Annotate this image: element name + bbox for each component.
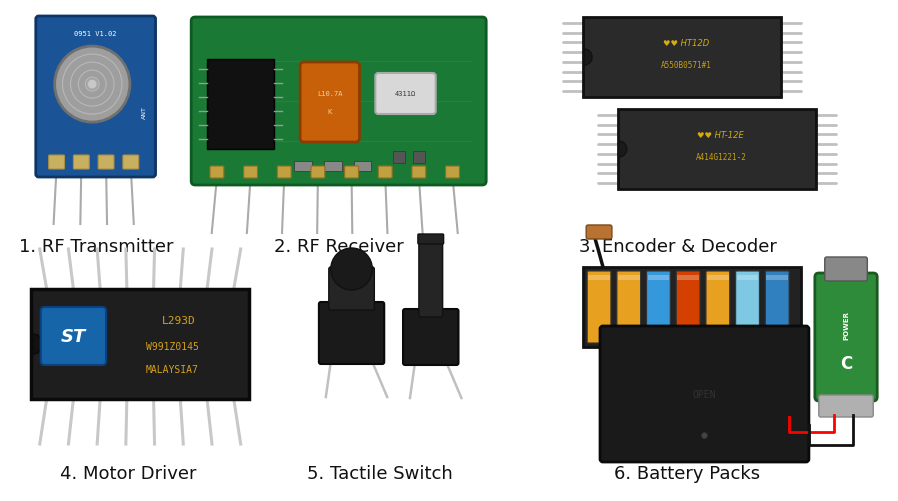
Circle shape bbox=[87, 80, 97, 90]
FancyBboxPatch shape bbox=[300, 63, 359, 143]
Bar bbox=[413, 152, 425, 164]
FancyBboxPatch shape bbox=[418, 239, 443, 317]
FancyBboxPatch shape bbox=[31, 290, 249, 399]
FancyBboxPatch shape bbox=[824, 258, 867, 282]
FancyBboxPatch shape bbox=[418, 234, 444, 244]
Text: L10.7A: L10.7A bbox=[317, 91, 342, 97]
FancyBboxPatch shape bbox=[403, 310, 459, 365]
Bar bbox=[207, 60, 275, 150]
Text: 1. RF Transmitter: 1. RF Transmitter bbox=[19, 237, 173, 256]
Text: POWER: POWER bbox=[843, 311, 849, 340]
FancyBboxPatch shape bbox=[243, 167, 258, 179]
Wedge shape bbox=[33, 334, 43, 354]
FancyBboxPatch shape bbox=[36, 17, 155, 178]
FancyBboxPatch shape bbox=[583, 18, 781, 98]
FancyBboxPatch shape bbox=[412, 167, 426, 179]
Bar bbox=[618, 276, 639, 281]
FancyBboxPatch shape bbox=[40, 308, 106, 365]
Text: 4311Ω: 4311Ω bbox=[395, 91, 416, 97]
FancyBboxPatch shape bbox=[600, 326, 809, 462]
FancyBboxPatch shape bbox=[618, 110, 816, 189]
FancyBboxPatch shape bbox=[48, 156, 65, 170]
FancyBboxPatch shape bbox=[445, 167, 460, 179]
FancyBboxPatch shape bbox=[765, 272, 789, 343]
Text: A414G1221-2: A414G1221-2 bbox=[695, 153, 746, 162]
Text: OPEN: OPEN bbox=[692, 389, 717, 399]
FancyBboxPatch shape bbox=[819, 395, 873, 417]
Text: 3. Encoder & Decoder: 3. Encoder & Decoder bbox=[579, 237, 777, 256]
Wedge shape bbox=[585, 50, 592, 66]
Text: MALAYSIA7: MALAYSIA7 bbox=[146, 365, 198, 375]
Bar bbox=[766, 276, 788, 281]
Text: 5. Tactile Switch: 5. Tactile Switch bbox=[307, 464, 453, 482]
Text: ♥♥ HT-12E: ♥♥ HT-12E bbox=[698, 131, 744, 140]
Text: 2. RF Receiver: 2. RF Receiver bbox=[274, 237, 403, 256]
FancyBboxPatch shape bbox=[735, 272, 760, 343]
Text: 0951 V1.02: 0951 V1.02 bbox=[75, 31, 117, 37]
Bar bbox=[295, 162, 312, 172]
Text: 6. Battery Packs: 6. Battery Packs bbox=[614, 464, 761, 482]
Text: ANT: ANT bbox=[142, 106, 147, 119]
FancyBboxPatch shape bbox=[277, 167, 291, 179]
FancyBboxPatch shape bbox=[647, 272, 670, 343]
Bar bbox=[677, 276, 699, 281]
FancyBboxPatch shape bbox=[319, 303, 384, 364]
FancyBboxPatch shape bbox=[210, 167, 224, 179]
Bar bbox=[324, 162, 341, 172]
Text: C: C bbox=[840, 355, 852, 373]
Wedge shape bbox=[619, 142, 627, 158]
FancyBboxPatch shape bbox=[676, 272, 700, 343]
FancyBboxPatch shape bbox=[586, 225, 612, 239]
Bar bbox=[588, 276, 610, 281]
Text: ♥♥ HT12D: ♥♥ HT12D bbox=[663, 39, 709, 48]
Bar bbox=[647, 276, 669, 281]
Bar bbox=[736, 276, 759, 281]
Bar bbox=[707, 276, 728, 281]
FancyBboxPatch shape bbox=[583, 268, 801, 347]
Text: ST: ST bbox=[61, 327, 86, 345]
Text: W991Z0145: W991Z0145 bbox=[146, 342, 198, 352]
FancyBboxPatch shape bbox=[345, 167, 358, 179]
Text: L293D: L293D bbox=[162, 315, 196, 325]
FancyBboxPatch shape bbox=[378, 167, 392, 179]
FancyBboxPatch shape bbox=[74, 156, 89, 170]
Circle shape bbox=[330, 248, 373, 291]
FancyBboxPatch shape bbox=[329, 268, 374, 311]
FancyBboxPatch shape bbox=[311, 167, 325, 179]
FancyBboxPatch shape bbox=[191, 18, 486, 186]
Bar bbox=[354, 162, 372, 172]
FancyBboxPatch shape bbox=[587, 272, 611, 343]
Text: K: K bbox=[328, 108, 332, 114]
FancyBboxPatch shape bbox=[814, 274, 877, 401]
FancyBboxPatch shape bbox=[98, 156, 114, 170]
FancyBboxPatch shape bbox=[706, 272, 730, 343]
Text: A550B0571#1: A550B0571#1 bbox=[661, 62, 711, 70]
Circle shape bbox=[55, 47, 130, 123]
FancyBboxPatch shape bbox=[375, 74, 436, 115]
FancyBboxPatch shape bbox=[123, 156, 138, 170]
Bar bbox=[393, 152, 405, 164]
Text: 4. Motor Driver: 4. Motor Driver bbox=[59, 464, 196, 482]
Circle shape bbox=[701, 433, 708, 439]
FancyBboxPatch shape bbox=[617, 272, 640, 343]
